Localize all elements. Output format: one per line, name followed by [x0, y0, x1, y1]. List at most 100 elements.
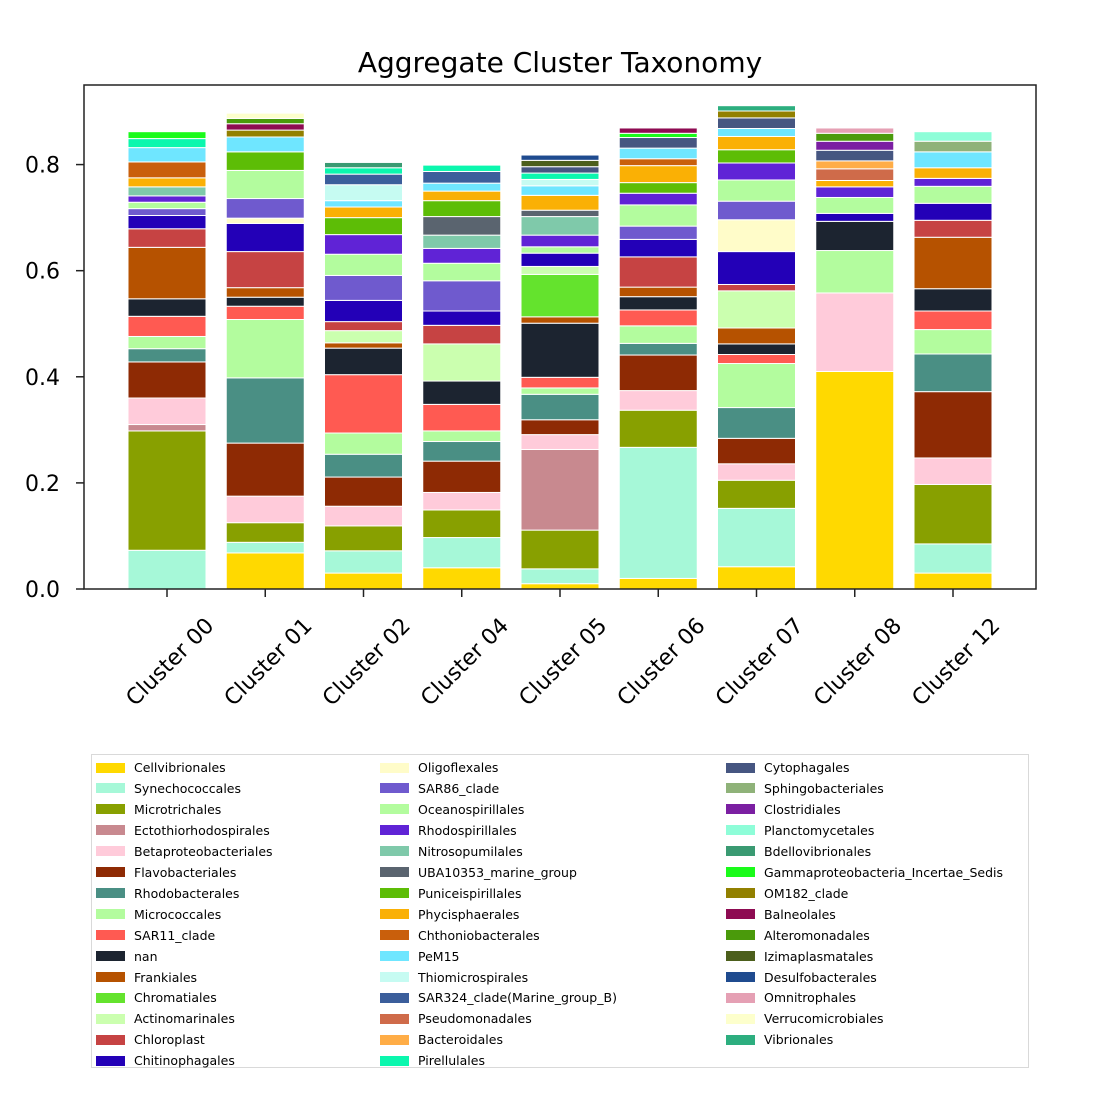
bar-segment	[324, 374, 403, 434]
bar-segment	[913, 543, 993, 574]
legend-swatch	[96, 951, 125, 962]
bar-segment	[913, 177, 993, 187]
bar-segment	[815, 212, 895, 222]
legend-swatch	[380, 1013, 409, 1024]
legend-item: PeM15	[380, 946, 459, 967]
legend-item: Chitinophagales	[96, 1050, 235, 1071]
bar-segment	[422, 170, 502, 184]
bars-layer	[127, 105, 993, 590]
legend-item: Oligoflexales	[380, 757, 498, 778]
legend-item: Cytophagales	[726, 757, 849, 778]
bar-segment	[225, 112, 305, 119]
bar-segment	[127, 348, 207, 363]
bar-segment	[520, 209, 600, 218]
bar-segment	[913, 572, 993, 590]
bar-segment	[717, 463, 796, 481]
bar-segment	[618, 409, 698, 448]
bar-segment	[127, 298, 207, 317]
legend-label: Bdellovibrionales	[764, 843, 872, 859]
bar-segment	[127, 315, 207, 337]
legend-label: Cellvibrionales	[134, 760, 226, 775]
bar-segment	[520, 185, 600, 196]
legend-label: Microtrichales	[134, 801, 222, 817]
legend-label: Oceanospirillales	[418, 801, 525, 817]
bar-segment	[520, 387, 600, 395]
legend-item: Alteromonadales	[726, 925, 870, 946]
bar-segment	[127, 138, 207, 149]
legend-item: Bdellovibrionales	[726, 841, 871, 862]
bar-segment	[618, 127, 698, 134]
legend-label: Desulfobacterales	[764, 969, 877, 985]
bar-segment	[618, 390, 698, 411]
legend-label: Balneolales	[764, 906, 836, 922]
bar-segment	[324, 167, 403, 175]
bar-segment	[225, 442, 305, 497]
legend-label: Betaproteobacteriales	[134, 843, 273, 859]
legend-label: Chromatiales	[134, 990, 217, 1006]
legend-item: Izimaplasmatales	[726, 946, 873, 967]
legend-label: Phycisphaerales	[418, 906, 520, 922]
bar-segment	[225, 222, 305, 253]
legend-label: Sphingobacteriales	[764, 780, 884, 796]
bar-segment	[324, 253, 403, 276]
legend-item: Betaproteobacteriales	[96, 841, 273, 862]
legend-label: Izimaplasmatales	[764, 948, 874, 964]
bar-segment	[225, 377, 305, 444]
bar-segment	[127, 131, 207, 140]
bar-segment	[913, 219, 993, 238]
bar-segment	[815, 179, 895, 188]
bar-segment	[913, 236, 993, 290]
bar-segment	[520, 376, 600, 389]
legend-item: Chloroplast	[96, 1029, 205, 1050]
y-tick-label: 0.2	[25, 472, 60, 497]
bar-segment	[618, 147, 698, 160]
legend-swatch	[96, 783, 125, 794]
bar-segment	[815, 186, 895, 198]
legend-label: Bacteroidales	[418, 1032, 503, 1048]
legend-swatch	[380, 909, 409, 920]
bar-segment	[717, 179, 796, 202]
bar-segment	[717, 283, 796, 292]
bar-segment	[422, 164, 502, 172]
bar-segment	[618, 238, 698, 258]
legend-label: Chloroplast	[134, 1032, 205, 1048]
bar-segment	[717, 566, 796, 590]
bar-segment	[520, 448, 600, 531]
bar-segment	[618, 296, 698, 311]
legend-swatch	[380, 930, 409, 941]
bar-segment	[422, 234, 502, 249]
bar-segment	[127, 228, 207, 248]
bar-segment	[225, 198, 305, 219]
legend-swatch	[96, 1013, 125, 1024]
legend-label: Pirellulales	[418, 1053, 485, 1069]
legend-label: Gammaproteobacteria_Incertae_Sedis	[764, 864, 1003, 880]
legend-item: Bacteroidales	[380, 1029, 503, 1050]
legend: Cellvibrionales Synechococcales Microtrich…	[91, 754, 1029, 1068]
bar-segment	[717, 343, 796, 356]
bar-segment	[225, 296, 305, 307]
x-tick-label: Cluster 04	[416, 614, 514, 712]
bar-segment	[422, 491, 502, 511]
bar-segment	[324, 173, 403, 186]
legend-swatch	[726, 888, 755, 899]
legend-item: SAR324_clade(Marine_group_B)	[380, 987, 617, 1008]
legend-item: Chromatiales	[96, 987, 217, 1008]
legend-swatch	[380, 846, 409, 857]
legend-item: Microtrichales	[96, 799, 221, 820]
legend-label: Synechococcales	[134, 780, 241, 796]
bar-segment	[422, 280, 502, 312]
bar-segment	[717, 128, 796, 137]
x-tick-label: Cluster 01	[220, 614, 318, 712]
legend-item: Frankiales	[96, 967, 197, 988]
legend-label: UBA10353_marine_group	[418, 864, 577, 880]
legend-item: nan	[96, 946, 158, 967]
legend-item: Cellvibrionales	[96, 757, 226, 778]
bar-segment	[520, 529, 600, 570]
legend-label: Ectothiorhodospirales	[134, 822, 270, 838]
bar-segment	[422, 310, 502, 326]
legend-item: Rhodobacterales	[96, 883, 239, 904]
bar-segment	[127, 361, 207, 399]
bar-segment	[422, 380, 502, 405]
legend-swatch	[726, 867, 755, 878]
legend-label: Vibrionales	[764, 1032, 834, 1048]
